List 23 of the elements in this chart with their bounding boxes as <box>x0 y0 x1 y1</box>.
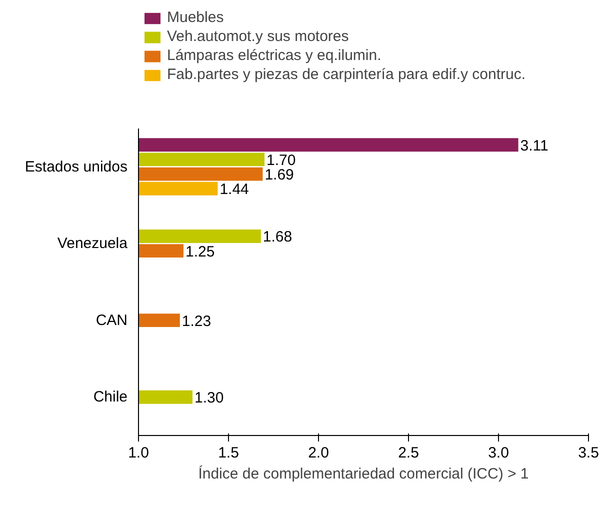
legend-label: Fab.partes y piezas de carpintería para edif.y contruc. <box>167 66 526 83</box>
y-tick-label: Chile <box>93 388 128 406</box>
legend-label: Muebles <box>167 9 224 26</box>
legend-label: Lámparas eléctricas y eq.ilumin. <box>167 47 382 64</box>
x-tick-label: 3.5 <box>578 444 599 462</box>
x-tick-label: 2.0 <box>308 444 329 462</box>
data-label: 1.44 <box>220 181 249 198</box>
x-tick-label: 3.0 <box>488 444 509 462</box>
y-tick-label: Venezuela <box>57 235 128 252</box>
y-tick-label: Estados unidos <box>24 158 128 176</box>
x-tick-label: 1.0 <box>128 444 149 462</box>
y-tick-label: CAN <box>96 312 128 329</box>
legend-label: Veh.automot.y sus motores <box>167 28 349 45</box>
x-axis-title: Índice de complementariedad comercial (ICC) > 1 <box>198 464 529 482</box>
data-label: 1.23 <box>182 312 212 330</box>
x-tick-label: 2.5 <box>398 444 419 462</box>
data-label: 1.69 <box>264 166 294 184</box>
data-label: 3.11 <box>520 137 548 154</box>
data-label: 1.30 <box>194 390 224 407</box>
x-tick-label: 1.5 <box>218 444 239 462</box>
data-label: 1.25 <box>186 243 215 260</box>
data-label: 1.70 <box>266 152 296 169</box>
data-label: 1.68 <box>262 228 292 246</box>
